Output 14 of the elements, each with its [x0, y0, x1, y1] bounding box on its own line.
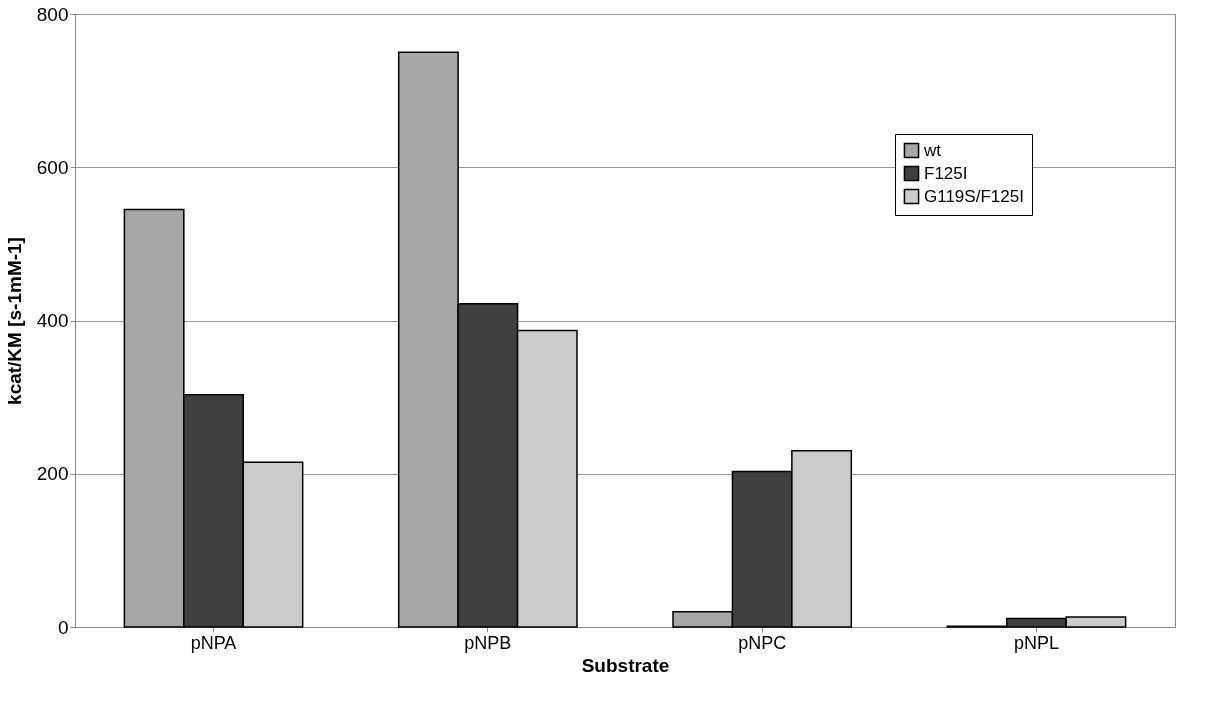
y-axis-title: kcat/KM [s-1mM-1] [3, 237, 25, 405]
x-tick-label: pNPL [1013, 632, 1059, 653]
y-tick-label: 600 [36, 156, 69, 178]
y-tick-label: 0 [57, 616, 69, 638]
y-tick-label: 400 [36, 310, 69, 331]
y-tick-label: 800 [36, 3, 69, 25]
legend-label: G119S/F125I [924, 186, 1024, 206]
x-axis-title: Substrate [581, 654, 670, 676]
x-tick-label: pNPB [464, 632, 512, 653]
x-tick-label: pNPA [190, 632, 237, 653]
legend-label: wt [923, 140, 942, 160]
x-tick-label: pNPC [738, 632, 787, 653]
legend-label: F125I [924, 163, 968, 183]
y-tick-label: 200 [36, 463, 69, 485]
